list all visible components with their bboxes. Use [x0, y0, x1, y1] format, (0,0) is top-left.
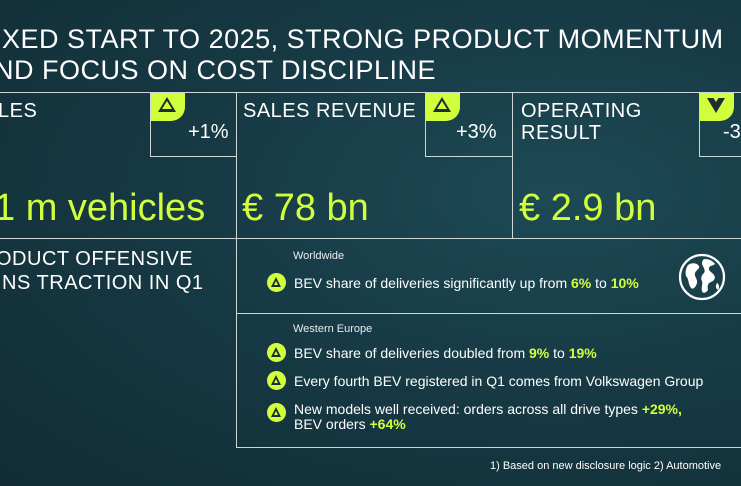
section-title-line2: INS TRACTION IN Q1 [0, 272, 204, 294]
divider-product [236, 239, 237, 447]
divider-kpi-1 [236, 93, 237, 238]
bullet-icon [267, 371, 286, 390]
kpi-delta-box: +1% [150, 93, 237, 157]
kpi-label: OPERATING [521, 100, 642, 122]
kpi-label: SALES REVENUE [243, 100, 417, 122]
footnote: 1) Based on new disclosure logic 2) Auto… [490, 460, 722, 472]
divider-bottom [236, 447, 741, 448]
bullet-icon [267, 403, 286, 422]
kpi-value: € 78 bn [242, 187, 369, 229]
bullet-icon [267, 343, 286, 362]
kpi-label: LES [0, 100, 38, 122]
page-title-line1: IXED START TO 2025, STRONG PRODUCT MOMEN… [0, 24, 724, 54]
bullet-icon [267, 273, 286, 292]
bullet-text-line2: BEV orders +64% [294, 416, 406, 432]
region-label: Worldwide [293, 250, 345, 262]
bullet-text: New models well received: orders across … [294, 401, 682, 417]
kpi-delta: -3 [723, 121, 741, 143]
page-title: IXED START TO 2025, STRONG PRODUCT MOMEN… [0, 24, 724, 86]
bullet-text: BEV share of deliveries significantly up… [294, 275, 639, 291]
arrow-up-icon [433, 97, 451, 112]
divider-middle [0, 238, 741, 239]
bullet-text: BEV share of deliveries doubled from 9% … [294, 345, 597, 361]
kpi-delta: +1% [188, 121, 229, 143]
bullet-text: Every fourth BEV registered in Q1 comes … [294, 373, 704, 389]
divider-western-europe [236, 313, 741, 314]
section-title-line1: ODUCT OFFENSIVE [0, 248, 194, 270]
delta-tab [700, 93, 734, 121]
arrow-down-icon [707, 94, 725, 113]
divider-top [0, 92, 741, 93]
kpi-delta: +3% [456, 121, 497, 143]
kpi-delta-box: -3 [699, 93, 741, 157]
globe-icon [678, 253, 726, 301]
kpi-value: € 2.9 bn [519, 187, 657, 229]
page-title-line2: ND FOCUS ON COST DISCIPLINE [0, 55, 437, 85]
arrow-up-icon [158, 97, 176, 112]
kpi-label-line2: RESULT [521, 122, 602, 144]
divider-kpi-2 [512, 93, 513, 238]
delta-tab [151, 93, 185, 121]
region-label: Western Europe [293, 323, 373, 335]
kpi-delta-box: +3% [425, 93, 513, 157]
delta-tab [426, 93, 460, 121]
kpi-value: 1 m vehicles [0, 187, 206, 229]
